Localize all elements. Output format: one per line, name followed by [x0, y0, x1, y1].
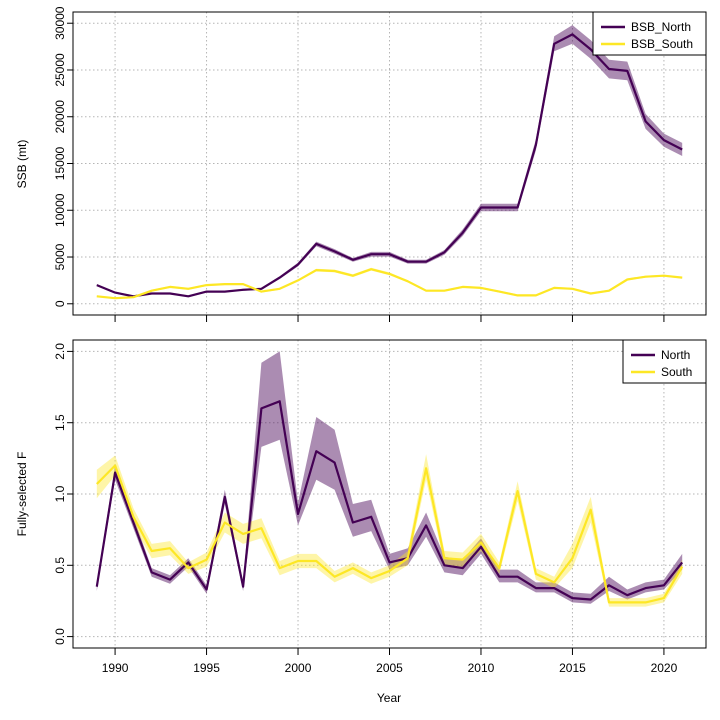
confidence-band-south — [96, 454, 683, 607]
ssb-y-axis-title: SSB (mt) — [15, 140, 29, 189]
f-series-lines — [95, 400, 684, 604]
x-tick-label: 2015 — [559, 661, 586, 675]
x-tick-label: 1990 — [102, 661, 129, 675]
f-panel: 0.0 0.5 1.0 1.5 2.0 1990 1995 2000 2005 2010 2015… — [15, 339, 707, 705]
f-x-ticks: 1990 1995 2000 2005 2010 2015 2020 — [102, 648, 678, 675]
f-y-axis-title: Fully-selected F — [15, 452, 29, 537]
series-line-south — [96, 464, 684, 604]
legend-label-bsb_north: BSB_North — [631, 20, 691, 34]
x-tick-label: 2010 — [468, 661, 495, 675]
ssb-series-lines — [96, 33, 683, 300]
legend-box — [622, 339, 707, 384]
series-line-north — [95, 400, 684, 601]
ssb-y-ticks: 0 5000 10000 15000 20000 25000 30000 — [53, 6, 73, 307]
f-grid — [73, 340, 706, 648]
x-tick-label: 2020 — [651, 661, 678, 675]
y-tick-label: 20000 — [53, 100, 67, 134]
y-tick-label: 0.5 — [53, 557, 67, 574]
y-tick-label: 1.0 — [53, 485, 67, 502]
x-tick-label: 2000 — [285, 661, 312, 675]
y-tick-label: 5000 — [53, 243, 67, 270]
legend-label-south: South — [661, 365, 692, 379]
y-tick-label: 15000 — [53, 146, 67, 180]
ssb-legend: BSB_North BSB_South — [592, 11, 707, 56]
x-axis-title: Year — [377, 691, 401, 705]
series-line-bsb_north — [96, 33, 683, 298]
f-legend: North South — [622, 339, 707, 384]
y-tick-label: 25000 — [53, 53, 67, 87]
f-confidence-bands — [96, 351, 683, 607]
y-tick-label: 10000 — [53, 193, 67, 227]
y-tick-label: 0.0 — [53, 628, 67, 645]
y-tick-label: 1.5 — [53, 414, 67, 431]
x-tick-label: 1995 — [193, 661, 220, 675]
y-tick-label: 30000 — [53, 6, 67, 40]
y-tick-label: 0 — [53, 300, 67, 307]
legend-box — [592, 11, 707, 56]
ssb-x-ticks — [114, 315, 665, 322]
legend-label-bsb_south: BSB_South — [631, 37, 693, 51]
ssb-grid — [73, 12, 706, 315]
f-y-ticks: 0.0 0.5 1.0 1.5 2.0 — [53, 343, 73, 645]
y-tick-label: 2.0 — [53, 343, 67, 360]
series-line-bsb_south — [96, 268, 683, 300]
x-tick-label: 2005 — [376, 661, 403, 675]
legend-label-north: North — [661, 348, 690, 362]
